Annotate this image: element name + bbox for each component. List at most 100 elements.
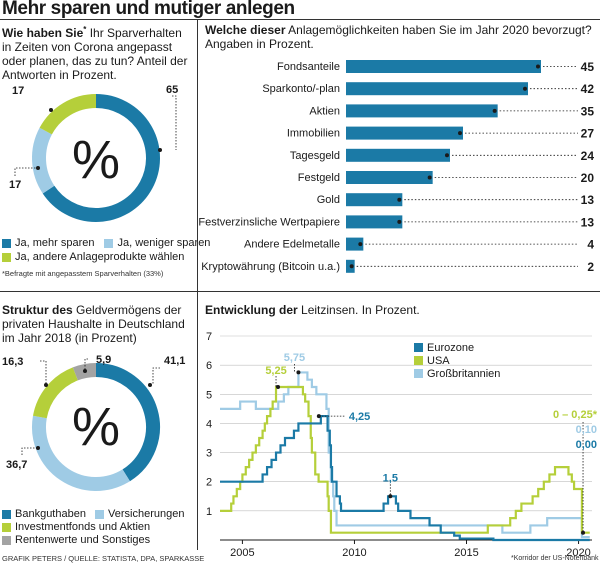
bar-value-label: 35 bbox=[581, 104, 595, 118]
bar-category-label: Andere Edelmetalle bbox=[244, 239, 340, 251]
bar-category-label: Gold bbox=[317, 194, 340, 206]
donut1-leader-dot-2 bbox=[49, 108, 53, 112]
legend-swatch-rentenwerte bbox=[2, 536, 11, 545]
bar-value-label: 20 bbox=[581, 171, 595, 185]
panel3-title-bold: Struktur des bbox=[2, 303, 73, 317]
line-legend-label: USA bbox=[427, 355, 450, 367]
x-tick-label: 2015 bbox=[454, 547, 478, 556]
legend-swatch-weniger-sparen bbox=[104, 239, 114, 248]
panel1-title-rest: Ihr Sparverhalten in Zeiten von Corona a… bbox=[2, 26, 188, 82]
bar-value-label: 4 bbox=[587, 238, 594, 252]
legend-label-rentenwerte: Rentenwerte und Sonstiges bbox=[15, 534, 151, 546]
panel3-legend-row1: Bankguthaben Versicherungen bbox=[2, 508, 197, 521]
y-tick-label: 4 bbox=[206, 418, 212, 430]
donut1-value-label-1: 17 bbox=[9, 179, 21, 191]
donut1-slice-0 bbox=[42, 94, 160, 222]
bar-end-dot bbox=[492, 108, 497, 113]
panel3-legend-row2: Investmentfonds und Aktien bbox=[2, 521, 197, 534]
line-legend-label: Großbritannien bbox=[427, 368, 500, 380]
panel4-title: Entwicklung der Leitzinsen. In Prozent. bbox=[205, 303, 595, 317]
annotation-label-5: 0,10 bbox=[576, 424, 597, 436]
annotation-dot-4 bbox=[581, 530, 586, 535]
donut1-value-label-2: 17 bbox=[12, 85, 24, 97]
donut2-leader-0 bbox=[152, 367, 160, 385]
legend-swatch-versicherungen bbox=[95, 510, 104, 519]
donut2-leader-dot-3 bbox=[83, 369, 87, 373]
bar-value-label: 24 bbox=[581, 149, 595, 163]
bar bbox=[346, 82, 528, 96]
donut2-value-label-0: 41,1 bbox=[164, 355, 185, 367]
legend-label-versicherungen: Versicherungen bbox=[108, 508, 185, 520]
x-tick-label: 2005 bbox=[230, 547, 254, 556]
bar-category-label: Festverzinsliche Wertpapiere bbox=[198, 216, 340, 228]
bar-end-dot bbox=[445, 153, 449, 158]
donut2-center-symbol: % bbox=[72, 397, 120, 457]
y-tick-label: 2 bbox=[206, 477, 212, 489]
panel2-title-rest: Anlagemöglichkeiten haben Sie im Jahr 20… bbox=[205, 23, 592, 51]
donut2-value-label-1: 36,7 bbox=[6, 459, 27, 471]
headline: Mehr sparen und mutiger anlegen bbox=[2, 0, 295, 19]
panel2-title-bold: Welche dieser bbox=[205, 23, 286, 37]
donut2-slice-1 bbox=[32, 415, 130, 491]
line-legend-label: Eurozone bbox=[427, 342, 474, 354]
donut2-leader-2 bbox=[40, 360, 47, 385]
y-tick-label: 1 bbox=[206, 506, 212, 518]
y-tick-label: 7 bbox=[206, 331, 212, 343]
annotation-label-0: 5,75 bbox=[284, 352, 305, 364]
annotation-label-6: 0,00 bbox=[576, 439, 597, 451]
left-horizontal-divider bbox=[0, 291, 197, 292]
donut1-leader-0 bbox=[172, 95, 177, 150]
donut2-leader-dot-0 bbox=[148, 383, 152, 387]
right-horizontal-divider bbox=[198, 291, 600, 292]
panel2-title: Welche dieser Anlagemöglichkeiten haben … bbox=[205, 23, 595, 51]
source-credit: GRAFIK PETERS / QUELLE: STATISTA, DPA, S… bbox=[2, 554, 205, 563]
bar bbox=[346, 60, 541, 73]
donut2-leader-3 bbox=[84, 358, 88, 371]
legend-swatch-andere-anlageprodukte bbox=[2, 253, 11, 262]
panel3-title-rest: Geldvermögens der privaten Haushalte in … bbox=[2, 303, 185, 345]
legend-label-andere-anlageprodukte: Ja, andere Anlageprodukte wählen bbox=[15, 251, 185, 263]
panel4-title-rest: Leitzinsen. In Prozent. bbox=[297, 303, 420, 317]
donut1-leader-dot-1 bbox=[36, 166, 40, 170]
bar bbox=[346, 215, 403, 229]
bar-end-dot bbox=[397, 219, 402, 224]
legend-label-weniger-sparen: Ja, weniger sparen bbox=[117, 237, 211, 249]
bar bbox=[346, 126, 463, 140]
line-legend-swatch bbox=[414, 369, 423, 378]
legend-label-mehr-sparen: Ja, mehr sparen bbox=[15, 237, 95, 249]
panel3-title: Struktur des Geldvermögens der privaten … bbox=[2, 303, 192, 345]
donut-chart-corona: 65 17 17 % bbox=[9, 84, 178, 222]
donut1-center-symbol: % bbox=[72, 130, 120, 190]
y-tick-label: 6 bbox=[206, 360, 212, 372]
line-legend-swatch bbox=[414, 356, 423, 365]
annotation-dot-2 bbox=[316, 414, 321, 419]
panel1-title-star: * bbox=[83, 25, 87, 34]
annotation-label-3: 1,5 bbox=[383, 472, 398, 484]
panel1-footnote: *Befragte mit angepasstem Sparverhalten … bbox=[2, 269, 164, 278]
legend-swatch-bankguthaben bbox=[2, 510, 11, 519]
donut-chart-geldvermoegen: 41,1 36,7 16,3 5,9 % bbox=[2, 354, 185, 491]
bar-category-label: Tagesgeld bbox=[290, 150, 340, 162]
panel3-legend-row3: Rentenwerte und Sonstiges bbox=[2, 534, 197, 547]
legend-label-bankguthaben: Bankguthaben bbox=[15, 508, 86, 520]
bar-end-dot bbox=[536, 64, 540, 69]
donut2-slice-0 bbox=[95, 363, 160, 482]
legend-label-investmentfonds: Investmentfonds und Aktien bbox=[15, 521, 151, 533]
bar-category-label: Immobilien bbox=[287, 128, 340, 140]
line-legend-swatch bbox=[414, 343, 423, 352]
bar-category-label: Festgeld bbox=[298, 172, 340, 184]
bar bbox=[346, 237, 364, 251]
annotation-dot-1 bbox=[276, 385, 281, 389]
bar bbox=[346, 148, 450, 162]
annotation-label-1: 5,25 bbox=[265, 365, 286, 377]
bar bbox=[346, 193, 403, 207]
panel1-title: Wie haben Sie* Ihr Sparverhalten in Zeit… bbox=[2, 23, 192, 82]
donut2-value-label-2: 16,3 bbox=[2, 356, 23, 368]
annotation-label-4: 0 – 0,25* bbox=[553, 409, 598, 421]
x-tick-label: 2020 bbox=[566, 547, 590, 556]
donut2-leader-1 bbox=[21, 447, 38, 455]
x-tick-label: 2010 bbox=[342, 547, 366, 556]
donut1-slice-1 bbox=[32, 127, 55, 194]
bar bbox=[346, 171, 433, 184]
